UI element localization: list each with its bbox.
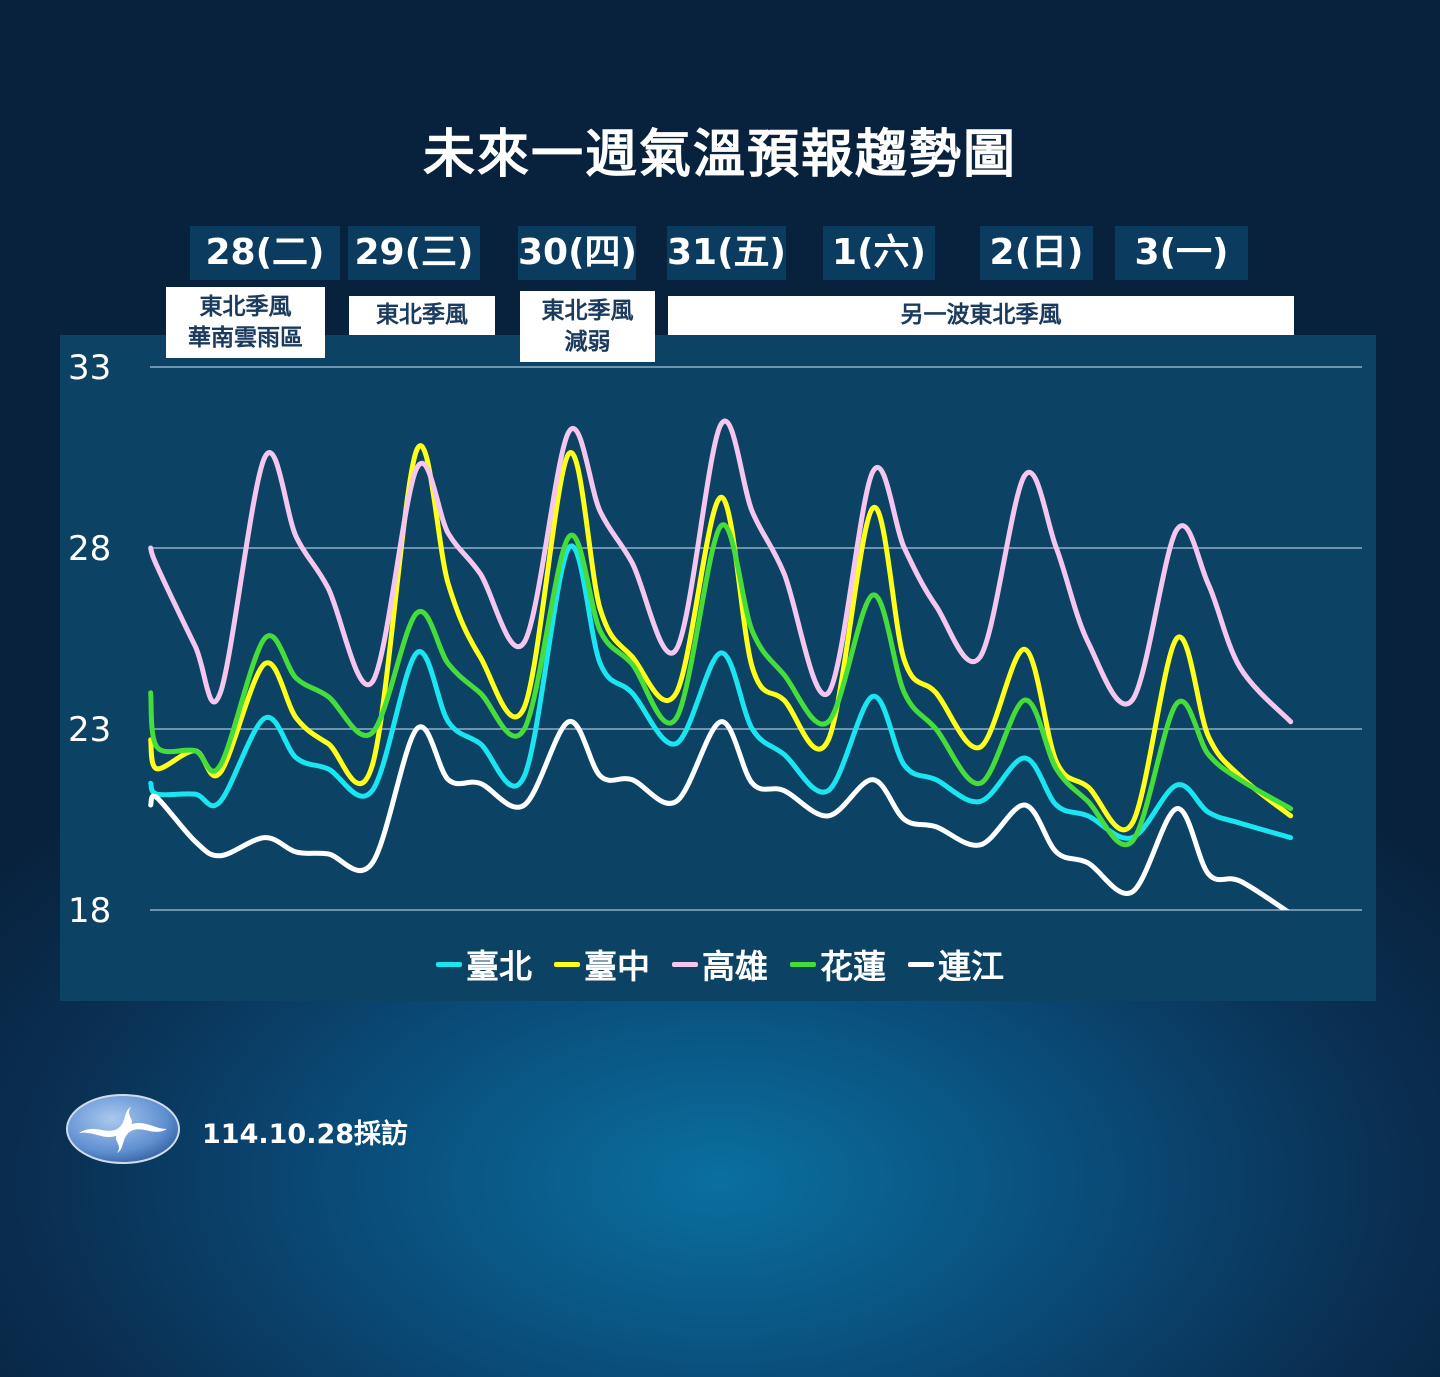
series-lines: [148, 418, 1294, 910]
legend-item-taichung: 臺中: [554, 940, 650, 988]
legend-item-lienchiang: 連江: [908, 940, 1004, 988]
day-label: 28(二): [190, 226, 340, 280]
legend-item-hualien: 花蓮: [790, 940, 886, 988]
note-line: 減弱: [564, 328, 611, 355]
weather-note: 東北季風 華南雲雨區: [166, 287, 325, 358]
legend-swatch: [790, 961, 816, 967]
weather-note: 另一波東北季風: [668, 296, 1294, 335]
y-tick-label: 28: [68, 529, 111, 569]
day-label: 29(三): [348, 226, 480, 280]
note-line: 東北季風: [376, 302, 468, 328]
weather-note: 東北季風: [349, 296, 495, 335]
series-line-臺中: [148, 443, 1294, 833]
day-label: 2(日): [980, 226, 1093, 280]
y-tick-label: 23: [68, 710, 111, 750]
series-line-臺北: [148, 543, 1294, 841]
series-line-花蓮: [148, 522, 1294, 847]
legend-swatch: [436, 961, 462, 967]
legend-item-taipei: 臺北: [436, 940, 532, 988]
legend: 臺北 臺中 高雄 花蓮 連江: [0, 940, 1440, 988]
chart-title: 未來一週氣溫預報趨勢圖: [422, 125, 1017, 185]
note-line: 東北季風: [541, 297, 634, 324]
y-tick-label: 18: [68, 891, 111, 931]
legend-item-kaohsiung: 高雄: [672, 940, 768, 988]
note-line: 東北季風: [199, 293, 292, 320]
note-line: 華南雲雨區: [188, 324, 303, 351]
series-line-連江: [148, 719, 1290, 910]
series-line-高雄: [148, 418, 1294, 725]
day-label: 1(六): [823, 226, 935, 280]
day-label: 31(五): [667, 226, 786, 280]
y-axis-ticks: 33 28 23 18: [68, 348, 111, 931]
day-label: 30(四): [518, 226, 637, 280]
chart-panel: [60, 335, 1376, 1001]
cwa-logo-icon: [66, 1094, 180, 1164]
legend-swatch: [554, 961, 580, 967]
legend-swatch: [672, 961, 698, 967]
interview-date: 114.10.28採訪: [202, 1119, 409, 1150]
note-line: 另一波東北季風: [900, 302, 1062, 328]
y-tick-label: 33: [68, 348, 111, 388]
weather-note: 東北季風 減弱: [520, 291, 655, 362]
gridlines: [150, 366, 1362, 911]
day-label: 3(一): [1115, 226, 1248, 280]
legend-swatch: [908, 961, 934, 967]
